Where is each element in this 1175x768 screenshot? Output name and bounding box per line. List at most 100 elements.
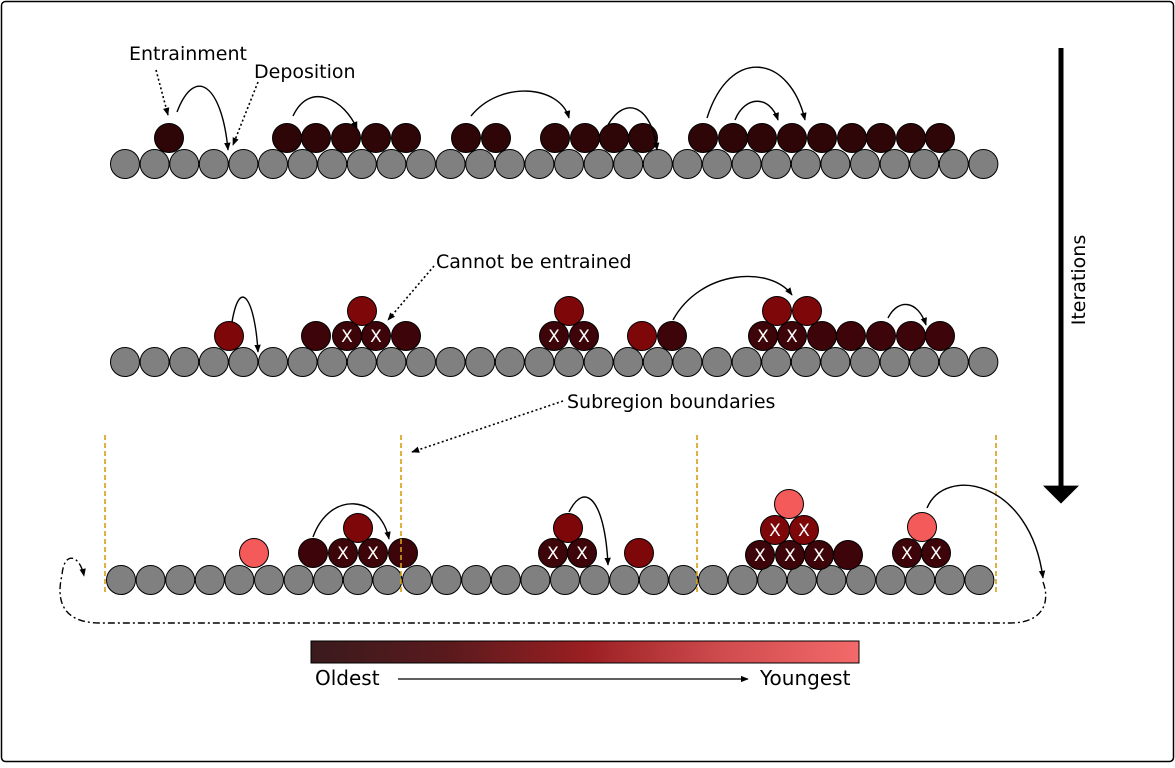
sediment-grain [554,296,584,326]
bed-grain [110,347,140,377]
bed-grain [642,149,673,179]
transport-arrow [672,275,793,321]
bed-grain [494,149,525,179]
bed-grain [346,347,377,377]
legend-youngest-label: Youngest [759,666,851,690]
bed-grain [879,347,910,377]
subregion-boundary-lines [104,435,997,592]
sediment-grain [907,512,937,542]
locked-grain: X [789,515,819,545]
sediment-grain [837,123,867,153]
cannot-entrain-pointer [387,265,435,321]
bed-grain [938,149,969,179]
locked-grain-mark: X [901,544,913,564]
bed-grain [613,149,644,179]
sediment-grain [391,321,421,351]
bed-grain [579,565,610,595]
bed-grain [313,565,344,595]
sediment-grain [331,123,361,153]
bed-grain [968,347,999,377]
transport-arrow [176,85,231,151]
locked-grain: X [745,540,775,570]
bed-grain [169,347,200,377]
locked-grain-mark: X [576,544,588,564]
bed-grain [431,565,462,595]
bed-grain [790,347,821,377]
sediment-grain [301,123,331,153]
transport-arrow [312,503,391,540]
bed-grain [372,565,403,595]
sediment-grain [361,123,391,153]
locked-grain-mark: X [547,544,559,564]
bed-grain [228,149,259,179]
sediment-grain [627,321,657,351]
bed-grain [668,565,699,595]
locked-grain: X [775,540,805,570]
bed-grain [909,347,940,377]
bed-grain [786,565,817,595]
sediment-grain [391,123,421,153]
bed-grain [554,149,584,179]
locked-grain-mark: X [813,546,825,566]
transport-arrow [292,95,358,130]
sediment-grain [540,123,570,153]
sediment-grain [896,321,926,351]
locked-grain: X [361,321,391,351]
locked-grain: X [538,538,568,568]
bed-grain [139,347,170,377]
bed-grain [520,565,551,595]
locked-grain: X [892,538,922,568]
bed-grain [258,347,288,377]
bed-grain [850,347,880,377]
bed-grain [524,149,555,179]
locked-grain: X [760,515,790,545]
sediment-grain [481,123,511,153]
sediment-grain [718,123,748,153]
sediment-grain [599,123,629,153]
locked-grain: X [328,538,358,568]
sediment-grain [214,321,244,351]
transport-arrow [607,107,660,151]
locked-grain-mark: X [578,327,590,347]
bed-grain [609,565,640,595]
sediment-grain [628,123,658,153]
bed-grain [139,149,170,179]
cannot-entrain-label: Cannot be entrained [436,251,632,273]
sediment-grain [762,296,792,326]
bed-grain [135,565,166,595]
sediment-grain [836,321,866,351]
locked-grain-mark: X [930,544,942,564]
sediment-grain [553,513,583,543]
bed-grain [905,565,936,595]
sediment-grain [657,321,687,351]
bed-grain [820,149,851,179]
bed-grain [672,149,703,179]
bed-grain [406,149,436,179]
bed-grain [638,565,669,595]
sediment-grain [807,123,837,153]
sediment-grain [301,321,331,351]
locked-grain: X [567,538,597,568]
sediment-grain [154,123,184,153]
bed-grain [524,347,555,377]
bed-grain [224,565,255,595]
bed-grain [376,347,407,377]
sediment-grain [866,123,896,153]
transport-arrow [231,296,261,353]
bed-grain [550,565,580,595]
sediment-grain [272,123,302,153]
locked-grain: X [921,538,951,568]
bed-grain [287,347,318,377]
bed-grain [642,347,673,377]
bed-grain [254,565,284,595]
sediment-grain [896,123,926,153]
sediment-grain [388,538,418,568]
bed-grain [583,149,614,179]
sediment-grain [747,123,777,153]
bed-grain [731,347,762,377]
bed-grain [879,149,910,179]
bed-grain [702,149,732,179]
annotation-pointers [155,69,564,453]
transport-arrow [706,66,807,121]
